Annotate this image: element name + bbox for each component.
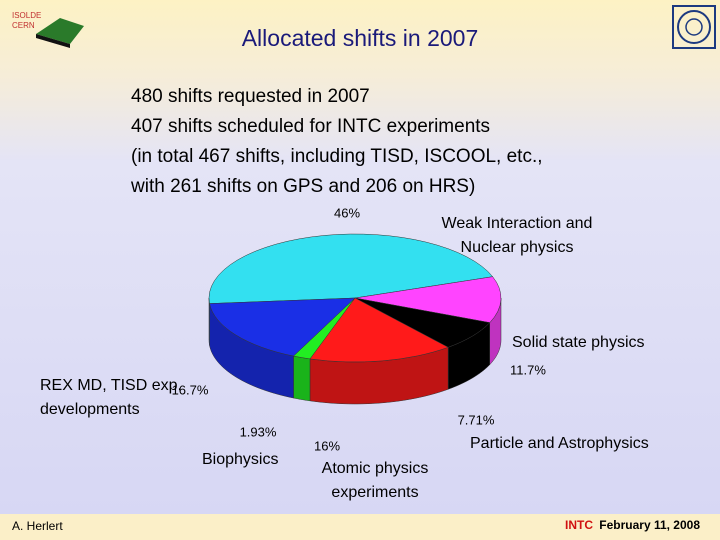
pie-slice bbox=[354, 276, 502, 323]
value-label: 11.7% bbox=[510, 362, 546, 377]
logo-text: CERN bbox=[12, 21, 35, 30]
cern-logo bbox=[672, 5, 716, 49]
category-label: Particle and Astrophysics bbox=[470, 435, 649, 452]
footer-band bbox=[0, 514, 720, 540]
pie-slice bbox=[309, 297, 449, 363]
value-label: 7.71% bbox=[458, 412, 495, 427]
footer-event: INTC bbox=[565, 518, 593, 532]
value-label: 16.7% bbox=[172, 382, 209, 397]
slide-title: Allocated shifts in 2007 bbox=[242, 25, 479, 51]
category-label: Weak Interaction and Nuclear physics bbox=[441, 215, 593, 256]
pie-slice bbox=[209, 297, 356, 357]
pie-slice-side bbox=[293, 355, 311, 402]
category-label: REX MD, TISD exp. developments bbox=[40, 377, 182, 418]
category-label: Atomic physics experiments bbox=[321, 460, 429, 501]
footer-author: A. Herlert bbox=[12, 519, 63, 533]
pie-chart: 46% 11.7% 7.71% 16% 1.93% 16.7% bbox=[172, 205, 547, 453]
body-line: with 261 shifts on GPS and 206 on HRS) bbox=[131, 176, 476, 197]
isolde-logo: ISOLDE CERN bbox=[12, 11, 84, 48]
body-line: 407 shifts scheduled for INTC experiment… bbox=[131, 116, 491, 137]
footer-date: February 11, 2008 bbox=[599, 518, 700, 532]
pie-slice bbox=[208, 233, 494, 304]
value-label: 46% bbox=[334, 205, 360, 220]
category-label: Solid state physics bbox=[512, 334, 645, 351]
category-label: Biophysics bbox=[202, 451, 279, 468]
value-label: 16% bbox=[314, 438, 340, 453]
body-line: 480 shifts requested in 2007 bbox=[131, 86, 370, 107]
value-label: 1.93% bbox=[240, 424, 277, 439]
body-line: (in total 467 shifts, including TISD, IS… bbox=[131, 146, 543, 167]
logo-text: ISOLDE bbox=[12, 11, 41, 20]
